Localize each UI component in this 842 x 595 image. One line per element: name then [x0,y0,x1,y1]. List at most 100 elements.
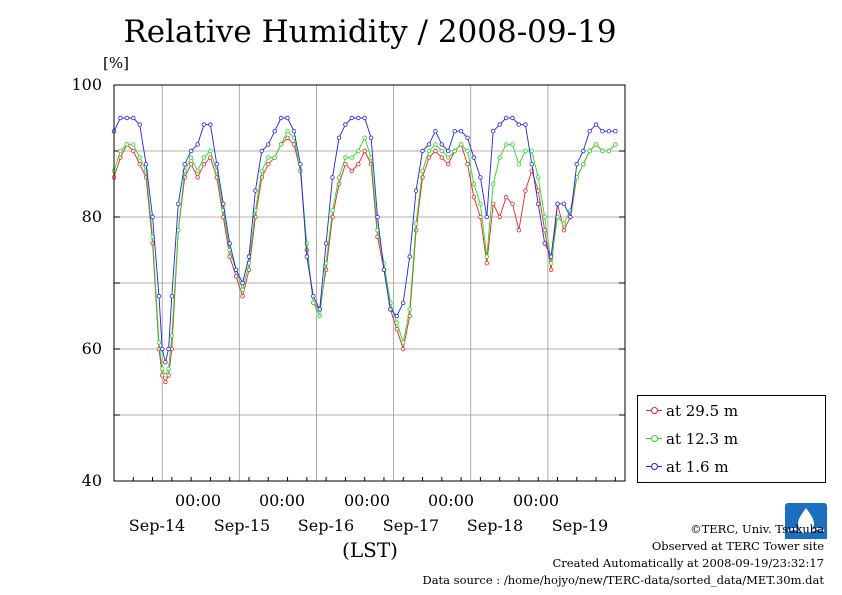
data-point [613,142,618,147]
data-point [497,155,502,160]
data-point [356,148,361,154]
data-point [375,214,380,220]
data-point [446,161,451,167]
data-point [478,175,483,180]
data-point [471,155,477,160]
data-point [343,122,348,127]
data-point [201,155,207,160]
data-point [266,161,271,167]
legend-item-12m: at 12.3 m [646,429,738,449]
data-point [362,115,367,121]
data-point [587,148,592,154]
x-date-label: Sep-17 [382,516,440,535]
legend-item-1m: at 1.6 m [646,457,729,477]
data-point [394,313,399,319]
data-point [233,274,239,279]
data-point [439,155,444,160]
grid-lines [113,84,625,482]
data-point [542,241,547,246]
data-point [497,122,502,127]
data-point [491,128,496,134]
data-point [593,122,599,127]
credit-source: Data source : /home/hojyo/new/TERC-data/… [422,573,824,587]
data-point [548,261,554,266]
data-point [401,346,406,352]
data-point [182,161,187,167]
data-point [465,148,470,154]
data-point [471,194,477,200]
data-point [343,155,348,160]
data-point [349,155,354,160]
data-point [420,148,425,154]
data-point [195,175,200,180]
data-point [330,208,335,213]
legend: at 29.5 m at 12.3 m at 1.6 m [637,395,826,483]
data-point [317,307,322,312]
data-point [176,227,181,233]
data-point [259,168,264,173]
data-point [272,128,277,134]
data-point [156,294,162,299]
data-point [272,155,277,160]
data-point [574,161,579,167]
data-point [278,142,284,147]
data-point [131,142,136,147]
data-point [407,307,412,312]
data-point [536,188,541,193]
data-point [166,346,171,352]
data-point [317,313,322,319]
data-point [156,340,162,345]
data-point [208,148,213,154]
data-point [523,122,528,127]
data-point [561,221,567,226]
legend-marker [646,434,662,444]
data-point [137,122,142,127]
data-point [516,227,522,233]
data-point [195,142,200,147]
data-point [208,122,213,127]
data-point [465,135,470,140]
data-point [259,148,264,154]
data-point [150,214,155,220]
data-point [159,366,165,371]
data-point [368,161,374,167]
data-point [600,128,605,134]
legend-label: at 12.3 m [666,430,739,448]
data-point [233,267,239,272]
data-point [465,161,470,167]
data-point [426,148,432,154]
legend-label: at 29.5 m [666,402,739,420]
data-point [484,261,489,266]
data-point [484,254,489,259]
data-point [240,294,245,299]
data-point [166,366,171,371]
data-point [433,142,438,147]
chart-title: Relative Humidity / 2008-09-19 [123,14,617,50]
data-point [246,254,252,259]
y-tick-label: 60 [81,339,102,358]
data-point [548,254,554,259]
data-point [503,142,509,147]
y-tick-label: 100 [71,75,102,94]
data-point [581,161,586,167]
data-point [413,221,419,226]
series-line [113,117,616,363]
data-point [613,128,618,134]
data-point [407,254,412,259]
data-point [266,155,271,160]
series-at-29-5-m [111,135,618,385]
data-point [137,161,142,167]
data-point [131,148,136,154]
data-point [381,267,387,272]
data-point [516,122,522,127]
data-point [285,128,290,134]
data-point [291,128,297,134]
legend-marker [646,406,662,416]
data-point [349,168,354,173]
data-point [188,155,194,160]
data-point [323,261,329,266]
x-axis-label: (LST) [342,538,398,562]
data-point [503,194,509,200]
data-point [529,148,534,154]
